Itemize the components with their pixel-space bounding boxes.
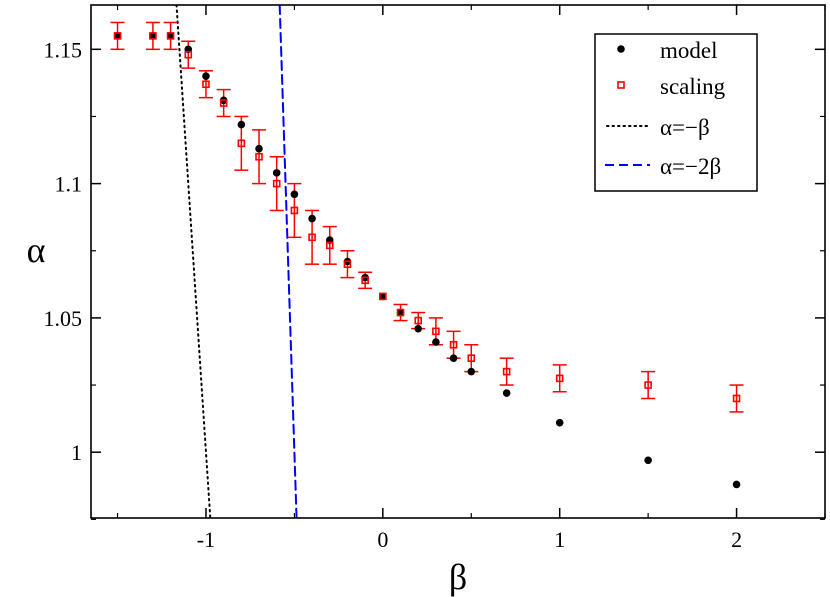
model-point: [467, 367, 476, 376]
scaling-point: [113, 32, 122, 40]
model-point: [732, 480, 741, 489]
scaling-point: [379, 292, 387, 301]
legend: model scaling α=−β α=−2β: [594, 33, 758, 192]
model-point: [272, 169, 281, 177]
y-tick-label: 1.05: [44, 306, 83, 331]
x-tick-label: 2: [731, 527, 742, 552]
model-point: [255, 144, 263, 153]
model-point: [379, 292, 387, 301]
line-alpha-minus-beta: [175, 5, 212, 518]
model-point: [237, 120, 246, 129]
model-point: [555, 418, 564, 427]
x-tick-label: 1: [554, 527, 565, 552]
legend-label: α=−2β: [660, 154, 721, 179]
scaling-point: [255, 152, 263, 161]
plot-area: [110, 5, 744, 518]
line-alpha-minus-2beta: [278, 5, 298, 518]
model-point: [644, 456, 652, 465]
model-point: [202, 72, 210, 80]
plot-frame: [90, 4, 826, 519]
scaling-point: [308, 233, 316, 242]
model-point: [396, 308, 405, 317]
x-tick-label: -1: [197, 527, 215, 552]
scaling-point: [555, 374, 564, 383]
y-axis-label: α: [27, 230, 46, 270]
model-point: [166, 32, 175, 40]
axis-ticks: [91, 5, 826, 520]
y-tick-label: 1: [71, 440, 82, 465]
model-point: [290, 190, 299, 199]
scaling-point: [272, 179, 281, 188]
scaling-point: [184, 50, 193, 59]
model-point: [414, 324, 423, 333]
model-point: [432, 338, 440, 346]
y-tick-label: 1.1: [55, 172, 83, 197]
scaling-point: [449, 340, 458, 349]
scaling-point: [732, 394, 741, 403]
scaling-point: [467, 354, 476, 362]
scaling-point: [432, 327, 440, 336]
scaling-point: [166, 32, 175, 40]
scaling-point: [414, 316, 423, 325]
legend-model-symbol: [617, 45, 625, 53]
scaling-point: [325, 241, 334, 250]
legend-label: model: [660, 38, 718, 63]
scaling-point: [361, 276, 369, 285]
scaling-point: [202, 80, 210, 89]
model-point: [149, 32, 157, 40]
x-tick-label: 0: [377, 527, 388, 552]
model-point: [449, 354, 458, 362]
scaling-point: [396, 308, 405, 317]
legend-label: scaling: [660, 74, 726, 99]
legend-label: α=−β: [660, 115, 710, 140]
model-point: [308, 214, 316, 223]
scaling-point: [502, 367, 511, 376]
x-axis-label: β: [449, 557, 467, 597]
axis-tick-labels: -1 0 1 2 1 1.05 1.1 1.15: [44, 37, 743, 552]
model-point: [502, 389, 511, 397]
scaling-point: [219, 99, 228, 107]
scaling-point: [644, 381, 652, 389]
legend-scaling-symbol: [617, 81, 625, 89]
scaling-point: [149, 32, 157, 40]
y-tick-label: 1.15: [44, 37, 83, 62]
scaling-point: [290, 206, 299, 215]
model-point: [113, 32, 122, 40]
scaling-point: [343, 260, 352, 268]
scaling-point: [237, 139, 246, 148]
